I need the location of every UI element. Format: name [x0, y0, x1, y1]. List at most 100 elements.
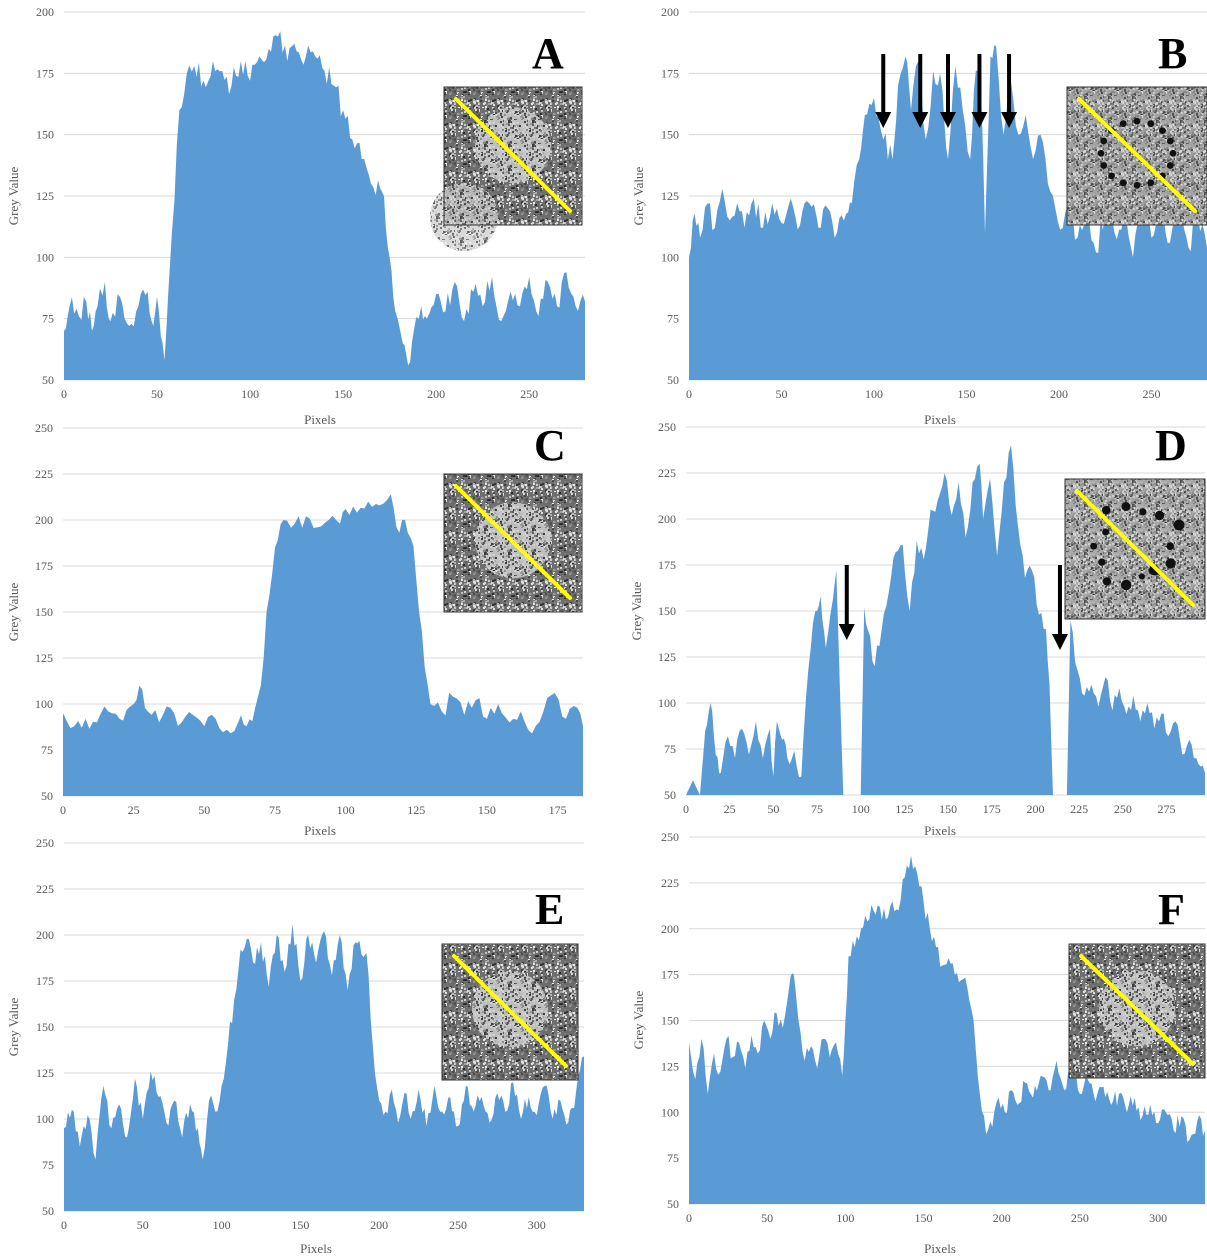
y-tick-label: 50: [42, 373, 54, 387]
inset-micrograph: [1064, 478, 1206, 620]
x-axis-label: Pixels: [304, 823, 336, 838]
y-tick-label: 100: [661, 250, 679, 264]
x-tick-label: 150: [334, 387, 352, 401]
panel-e: 50 75 100 125 150 175 200 225 250 0 50 100 150 200 250…: [6, 836, 584, 1256]
y-tick-label: 50: [667, 373, 679, 387]
y-tick-label: 125: [658, 650, 676, 664]
x-tick-label: 250: [520, 387, 538, 401]
series-area: [686, 445, 1205, 795]
y-tick-label: 75: [42, 312, 54, 326]
arrow-icon: [912, 54, 929, 128]
y-tick-label: 100: [36, 250, 54, 264]
x-tick-label: 250: [1114, 802, 1132, 816]
arrow-icon: [940, 54, 956, 128]
y-tick-label: 100: [35, 697, 53, 711]
x-tick-label: 100: [213, 1218, 231, 1232]
series-area: [64, 924, 584, 1211]
y-axis-label: Grey Value: [631, 166, 646, 225]
panel-d: 50 75 100 125 150 175 200 225 250 0 25 50 75 100 125 15…: [629, 420, 1206, 838]
x-tick-label: 150: [958, 387, 976, 401]
x-tick-label: 0: [683, 802, 689, 816]
y-tick-label: 175: [658, 558, 676, 572]
x-tick-label: 275: [1158, 802, 1176, 816]
x-tick-label: 200: [1026, 802, 1044, 816]
y-tick-label: 200: [36, 928, 54, 942]
series-area: [689, 855, 1205, 1204]
x-tick-label: 100: [852, 802, 870, 816]
y-tick-label: 175: [661, 66, 679, 80]
y-tick-label: 150: [36, 1020, 54, 1034]
panel-letter-c: C: [534, 421, 566, 470]
x-tick-label: 200: [427, 387, 445, 401]
x-axis-label: Pixels: [304, 412, 336, 427]
panel-letter-e: E: [535, 885, 564, 934]
x-tick-label: 0: [686, 387, 692, 401]
arrow-icon: [1001, 54, 1018, 128]
y-tick-label: 175: [35, 559, 53, 573]
panel-letter-d: D: [1155, 421, 1187, 470]
x-tick-label: 200: [993, 1211, 1011, 1225]
x-tick-label: 150: [939, 802, 957, 816]
y-axis-label: Grey Value: [631, 990, 646, 1049]
y-tick-label: 50: [664, 788, 676, 802]
y-tick-label: 225: [35, 467, 53, 481]
x-tick-label: 50: [761, 1211, 773, 1225]
x-tick-label: 125: [407, 803, 425, 817]
profile-line: [1079, 954, 1195, 1066]
y-tick-label: 75: [41, 743, 53, 757]
y-tick-label: 200: [35, 513, 53, 527]
x-tick-label: 0: [60, 803, 66, 817]
x-tick-label: 0: [61, 387, 67, 401]
y-tick-label: 175: [661, 968, 679, 982]
profile-line: [454, 484, 572, 600]
x-tick-label: 75: [811, 802, 823, 816]
arrow-icon: [971, 54, 988, 128]
arrow-icon: [875, 54, 892, 128]
y-tick-label: 200: [661, 5, 679, 19]
profile-line: [1075, 489, 1195, 607]
y-tick-label: 225: [36, 882, 54, 896]
panel-f: 50 75 100 125 150 175 200 225 250 0 50 100 150 200 250…: [631, 830, 1206, 1256]
series-area: [689, 45, 1207, 380]
panel-a: 50 75 100 125 150 175 200 0 50 100 150 200 250 Pixels…: [6, 5, 585, 427]
y-tick-label: 75: [664, 742, 676, 756]
x-tick-label: 300: [1149, 1211, 1167, 1225]
y-tick-label: 125: [35, 651, 53, 665]
y-tick-label: 150: [661, 1014, 679, 1028]
y-tick-label: 75: [667, 312, 679, 326]
inset-micrograph: [1068, 943, 1206, 1079]
y-tick-label: 50: [42, 1204, 54, 1218]
inset-micrograph: [1066, 86, 1207, 226]
x-tick-label: 0: [686, 1211, 692, 1225]
y-tick-label: 75: [42, 1158, 54, 1172]
y-tick-label: 250: [658, 420, 676, 434]
series-area: [63, 494, 583, 796]
x-tick-label: 0: [61, 1218, 67, 1232]
x-tick-label: 25: [128, 803, 140, 817]
y-tick-label: 125: [661, 1059, 679, 1073]
x-tick-label: 175: [983, 802, 1001, 816]
x-tick-label: 50: [151, 387, 163, 401]
panel-b: 50 75 100 125 150 175 200 0 50 100 150 200 250 Pixels…: [631, 5, 1207, 427]
y-tick-label: 250: [661, 830, 679, 844]
x-tick-label: 100: [337, 803, 355, 817]
x-tick-label: 150: [291, 1218, 309, 1232]
profile-line: [454, 97, 572, 213]
x-tick-label: 25: [724, 802, 736, 816]
inset-micrograph: [441, 943, 579, 1081]
panel-letter-b: B: [1158, 29, 1187, 78]
x-axis-label: Pixels: [924, 823, 956, 838]
x-tick-label: 100: [865, 387, 883, 401]
x-tick-label: 175: [549, 803, 567, 817]
y-tick-label: 150: [658, 604, 676, 618]
panel-letter-a: A: [532, 29, 564, 78]
x-tick-label: 75: [269, 803, 281, 817]
y-tick-label: 225: [661, 876, 679, 890]
y-axis-label: Grey Value: [629, 581, 644, 640]
y-tick-label: 175: [36, 66, 54, 80]
inset-micrograph: [443, 473, 583, 613]
x-tick-label: 225: [1070, 802, 1088, 816]
y-tick-label: 125: [36, 1066, 54, 1080]
profile-line: [452, 954, 568, 1068]
y-tick-label: 50: [41, 789, 53, 803]
